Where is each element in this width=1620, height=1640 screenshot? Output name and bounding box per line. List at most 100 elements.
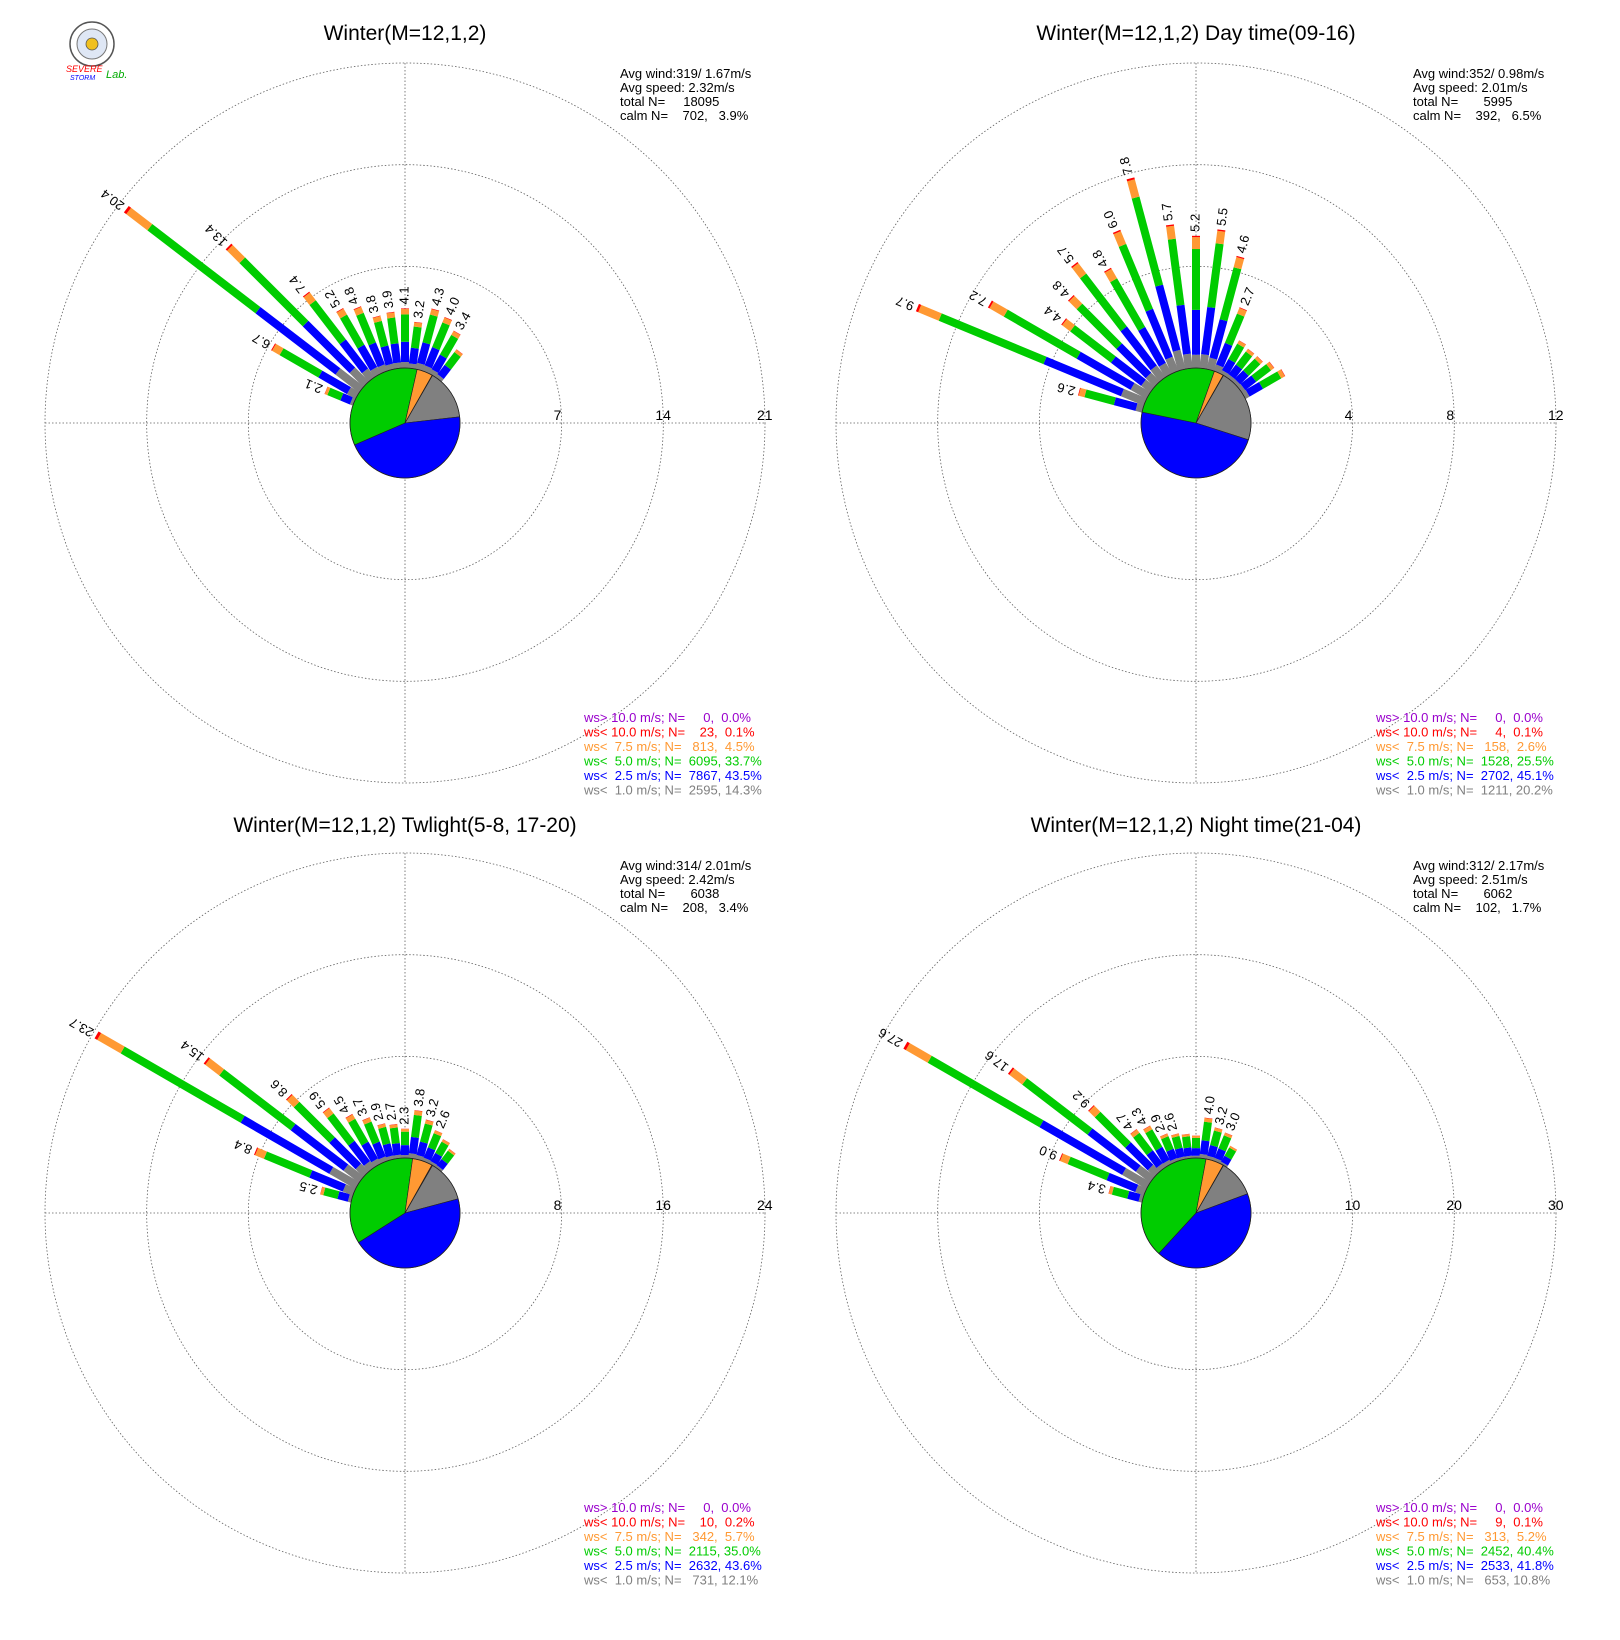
bar-total-label: 4.5: [330, 1094, 352, 1117]
bar-total-label: 5.7: [1159, 202, 1176, 222]
legend-entry: ws< 10.0 m/s; N= 23, 0.1%: [583, 725, 755, 740]
bar-segment: [1237, 383, 1246, 393]
wind-rose-panel-1: 7 14 21 2.1 6.7 20.4 13.4 7.4 5.24.8 3.83.9 4.13.2…: [44, 22, 773, 798]
wind-rose-panel-3: 8 16 24 2.5 8.4 23.7 15.4 8.6 5.9 4.53.72.92.72.3…: [44, 814, 773, 1588]
bar-total-label: 2.6: [1056, 380, 1077, 399]
legend-entry: ws< 1.0 m/s; N= 1211, 20.2%: [1375, 783, 1553, 798]
direction-bar: [422, 316, 452, 374]
legend-entry: ws< 2.5 m/s; N= 2533, 41.8%: [1375, 1558, 1554, 1573]
bar-segment: [415, 1154, 425, 1161]
bar-segment: [1224, 1147, 1237, 1160]
bar-segment: [1108, 1186, 1114, 1195]
bar-segment: [386, 312, 396, 319]
bar-segment: [1277, 369, 1285, 379]
bar-segment: [918, 304, 942, 321]
panel-title: Winter(M=12,1,2) Night time(21-04): [1031, 814, 1362, 837]
direction-bar: [1220, 1145, 1238, 1168]
bar-segment: [94, 1031, 102, 1040]
bar-segment: [1182, 353, 1193, 369]
ring-label: 14: [655, 407, 671, 423]
bar-total-label: 5.5: [1213, 207, 1230, 227]
direction-bar: [1171, 1133, 1186, 1161]
bar-segment: [286, 1094, 300, 1108]
bar-segment: [309, 1170, 346, 1192]
bar-segment: [1067, 1156, 1110, 1181]
bar-segment: [329, 1166, 360, 1189]
bar-total-label: 4.0: [442, 295, 463, 317]
bar-segment: [1209, 319, 1228, 360]
bar-total-label: 5.7: [1054, 243, 1077, 266]
bar-segment: [1110, 278, 1146, 331]
bar-segment: [1145, 1129, 1163, 1151]
bar-segment: [1165, 356, 1179, 374]
bar-segment: [371, 1158, 381, 1168]
bar-segment: [1113, 397, 1138, 411]
bar-segment: [1201, 1121, 1212, 1142]
bar-segment: [1236, 307, 1247, 317]
logo-text-severe: SEVERE: [66, 64, 104, 74]
bar-segment: [362, 1117, 372, 1125]
bar-total-label: 2.7: [382, 1102, 399, 1122]
panel-title: Winter(M=12,1,2) Twlight(5-8, 17-20): [233, 814, 576, 837]
grid-ring: [146, 954, 664, 1472]
direction-bar: [1068, 295, 1160, 387]
legend-entry: ws> 10.0 m/s; N= 0, 0.0%: [583, 710, 751, 725]
direction-bar: [987, 300, 1151, 399]
bar-segment: [374, 320, 389, 348]
direction-bar: [1108, 1185, 1144, 1203]
direction-bar: [1213, 1132, 1233, 1164]
bar-total-label: 3.9: [379, 290, 396, 310]
bar-total-label: 6.7: [250, 330, 273, 352]
calm-pie: [1140, 367, 1252, 479]
bar-segment: [1226, 374, 1235, 382]
direction-bar: [1159, 1133, 1179, 1164]
direction-bar: [903, 1041, 1151, 1189]
bar-segment: [408, 1153, 417, 1159]
bar-segment: [239, 257, 309, 327]
bar-segment: [347, 1194, 353, 1203]
bar-segment: [1043, 356, 1124, 397]
bar-segment: [255, 1147, 267, 1159]
direction-bar: [408, 1110, 423, 1159]
bar-segment: [1059, 1153, 1071, 1165]
bar-segment: [1131, 196, 1164, 287]
bar-total-label: 3.2: [423, 1097, 442, 1118]
bar-segment: [337, 1191, 350, 1202]
bar-segment: [323, 1108, 334, 1119]
bar-segment: [1071, 261, 1079, 269]
grid-ring: [937, 164, 1455, 682]
grid-ring: [1038, 1055, 1354, 1371]
bar-segment: [1207, 1145, 1218, 1158]
bar-segment: [203, 1057, 211, 1065]
bar-total-label: 3.2: [410, 299, 427, 319]
bar-segment: [431, 354, 447, 374]
calm-circle: [1140, 367, 1252, 479]
bar-segment: [327, 387, 344, 401]
bar-total-label: 7.4: [286, 273, 309, 296]
bar-segment: [263, 1151, 313, 1178]
bar-segment: [1213, 1157, 1222, 1164]
stats-line: Avg wind:352/ 0.98m/s: [1413, 66, 1545, 81]
bar-segment: [1251, 364, 1272, 382]
bar-segment: [1207, 243, 1224, 309]
bar-segment: [1120, 388, 1147, 406]
panel-title: Winter(M=12,1,2) Day time(09-16): [1036, 22, 1355, 45]
direction-bar: [1071, 261, 1166, 382]
bar-segment: [378, 1126, 391, 1146]
bar-segment: [1078, 387, 1087, 398]
bar-segment: [345, 1114, 356, 1123]
bar-segment: [1241, 389, 1250, 399]
bar-segment: [1177, 1156, 1186, 1161]
direction-bar: [345, 1113, 381, 1168]
bar-segment: [433, 1130, 443, 1137]
direction-bar: [302, 291, 375, 382]
bar-segment: [1201, 306, 1216, 356]
direction-bar: [415, 1119, 434, 1161]
bar-segment: [1237, 340, 1246, 348]
ring-label: 30: [1548, 1197, 1564, 1213]
bar-total-label: 6.0: [1100, 208, 1121, 230]
bar-segment: [1062, 318, 1075, 332]
bar-segment: [1210, 1130, 1222, 1148]
bar-segment: [408, 363, 417, 369]
bar-segment: [1072, 263, 1087, 279]
